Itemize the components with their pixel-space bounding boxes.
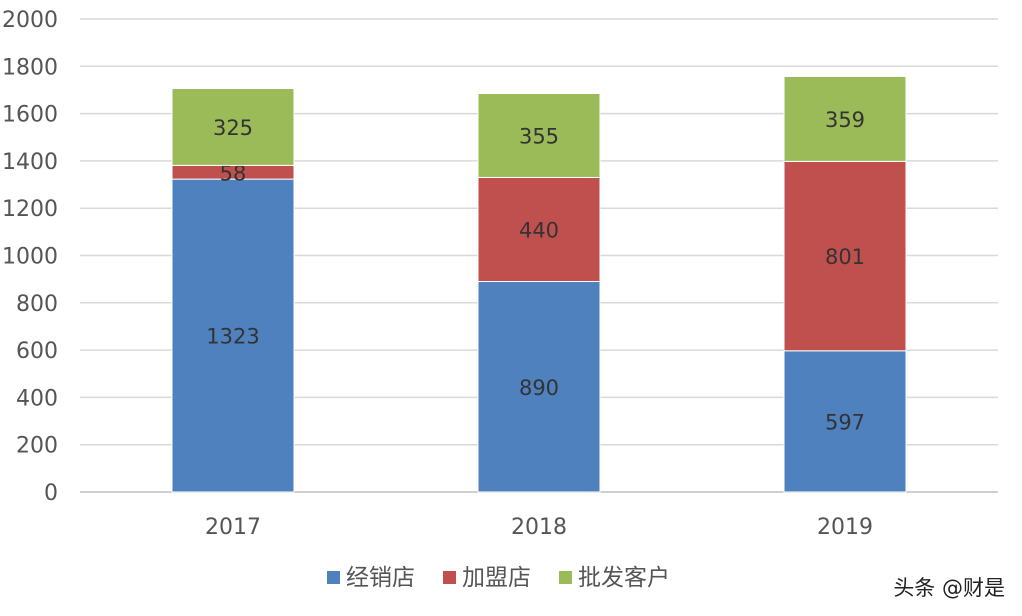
y-tick-label: 0 [44, 481, 58, 506]
x-axis: 2017 2018 2019 [205, 515, 873, 540]
y-tick-label: 1000 [2, 245, 58, 270]
y-tick-label: 1200 [2, 197, 58, 222]
x-tick-label: 2017 [205, 515, 261, 540]
bar-segment [477, 281, 601, 493]
legend-label: 批发客户 [578, 565, 670, 591]
bar-segment [477, 176, 601, 283]
data-label: 359 [825, 108, 865, 132]
legend-label: 经销店 [346, 565, 415, 591]
bar-segment [171, 178, 295, 493]
y-axis: 0 200 400 600 800 1000 1200 1400 1600 1800 2000 [2, 8, 58, 506]
y-tick-label: 2000 [2, 8, 58, 33]
legend-label: 加盟店 [462, 565, 531, 591]
data-label: 801 [825, 245, 865, 269]
y-tick-label: 1600 [2, 103, 58, 128]
y-tick-label: 1800 [2, 55, 58, 80]
data-label: 597 [825, 410, 865, 434]
bar-segment [783, 350, 907, 493]
data-label: 440 [519, 218, 559, 242]
legend-swatch [327, 571, 340, 584]
x-tick-label: 2018 [511, 515, 567, 540]
bar-segment [783, 75, 907, 162]
legend-swatch [559, 571, 572, 584]
legend-swatch [443, 571, 456, 584]
watermark: 头条 @财是 [893, 576, 1005, 600]
y-tick-label: 800 [16, 292, 58, 317]
bar-segment [171, 88, 295, 166]
y-tick-label: 200 [16, 434, 58, 459]
data-label: 325 [213, 116, 253, 140]
legend: 经销店 加盟店 批发客户 [327, 565, 670, 591]
data-label: 355 [519, 124, 559, 148]
y-tick-label: 400 [16, 386, 58, 411]
data-label: 890 [519, 376, 559, 400]
bar-segment [477, 92, 601, 178]
y-tick-label: 1400 [2, 150, 58, 175]
data-label: 1323 [206, 325, 259, 349]
x-tick-label: 2019 [817, 515, 873, 540]
y-tick-label: 600 [16, 339, 58, 364]
